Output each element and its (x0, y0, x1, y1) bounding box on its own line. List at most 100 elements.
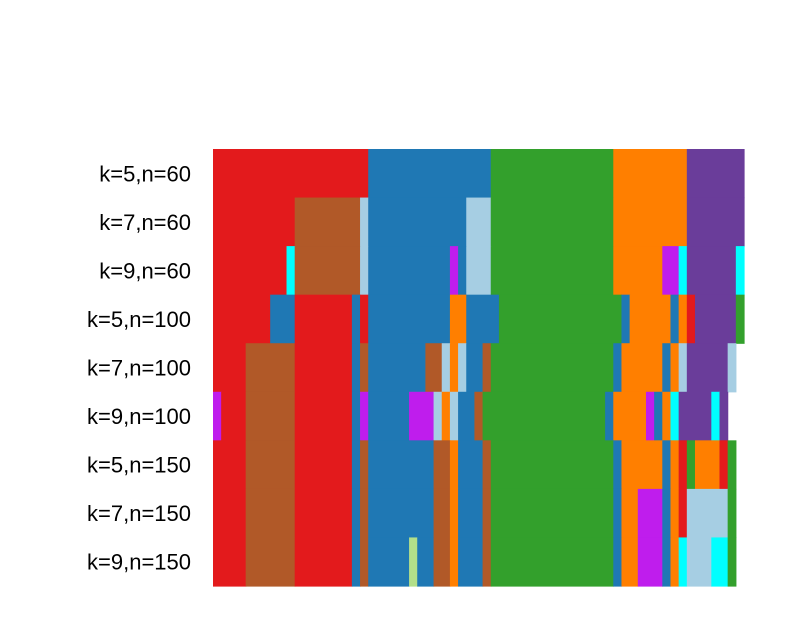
heatmap-cell-row7-seg11 (490, 440, 614, 490)
heatmap-cell-row9-seg4 (351, 537, 361, 587)
heatmap-cell-row8-seg7 (433, 488, 451, 539)
heatmap-cell-row5-seg12 (482, 343, 492, 393)
heatmap-cell-row4-seg5 (360, 294, 369, 344)
heatmap-cell-row9-seg22 (727, 537, 737, 587)
heatmap-cell-row8-seg11 (490, 488, 614, 539)
heatmap-cell-row9-seg19 (678, 537, 688, 587)
heatmap-cell-row7-seg20 (727, 440, 737, 490)
heatmap-cell-row3-seg2 (286, 246, 296, 296)
heatmap-cell-row7-seg5 (360, 440, 369, 490)
heatmap-cell-row9-seg7 (409, 537, 418, 587)
heatmap-cell-row6-seg18 (654, 391, 663, 441)
heatmap-cell-row5-seg18 (678, 343, 688, 393)
heatmap-cell-row9-seg20 (686, 537, 712, 587)
heatmap-cell-row6-seg16 (613, 391, 647, 441)
heatmap-cell-row8-seg16 (670, 488, 680, 539)
heatmap-cell-row4-seg10 (621, 294, 631, 344)
heatmap-cell-row6-seg7 (368, 391, 410, 441)
heatmap-cell-row9-seg2 (245, 537, 296, 587)
heatmap-cell-row7-seg12 (613, 440, 623, 490)
heatmap-cell-row6-seg15 (605, 391, 614, 441)
heatmap-cell-row4-seg14 (686, 294, 696, 344)
heatmap-cell-row6-seg6 (360, 391, 369, 441)
heatmap-cell-row2-seg7 (613, 197, 688, 247)
heatmap-cell-row4-seg13 (678, 294, 688, 344)
heatmap-cell-row7-seg15 (670, 440, 680, 490)
heatmap-cell-row9-seg14 (613, 537, 623, 587)
heatmap-cell-row5-seg17 (670, 343, 680, 393)
heatmap-cell-row6-seg4 (294, 391, 353, 441)
heatmap-cell-row3-seg3 (294, 246, 361, 296)
row-label: k=5,n=150 (87, 453, 191, 478)
heatmap-cell-row2-seg1 (213, 197, 296, 247)
heatmap-cell-row3-seg1 (213, 246, 288, 296)
heatmap-cell-row3-seg9 (490, 246, 614, 296)
heatmap-cell-row5-seg5 (360, 343, 369, 393)
heatmap-cell-row7-seg6 (368, 440, 435, 490)
heatmap-cell-row4-seg7 (449, 294, 467, 344)
row-label: k=7,n=100 (87, 356, 191, 381)
heatmap-cell-row7-seg9 (458, 440, 484, 490)
heatmap-cell-row6-seg12 (458, 391, 476, 441)
heatmap-cell-row3-seg12 (678, 246, 688, 296)
heatmap-cell-row5-seg1 (213, 343, 247, 393)
heatmap-cell-row8-seg4 (351, 488, 361, 539)
heatmap-cell-row4-seg15 (694, 294, 737, 344)
heatmap-cell-row8-seg2 (245, 488, 296, 539)
heatmap-cell-row6-seg21 (678, 391, 712, 441)
heatmap-cell-row9-seg17 (662, 537, 672, 587)
heatmap-cell-row9-seg3 (294, 537, 353, 587)
heatmap-cell-row8-seg14 (637, 488, 663, 539)
heatmap-cell-row7-seg14 (662, 440, 672, 490)
heatmap-cell-row8-seg12 (613, 488, 623, 539)
heatmap-cell-row1-seg5 (686, 149, 745, 199)
heatmap-cell-row8-seg9 (458, 488, 484, 539)
heatmap-cell-row7-seg19 (719, 440, 729, 490)
heatmap-cell-row4-seg2 (270, 294, 296, 344)
heatmap-cell-row6-seg13 (474, 391, 484, 441)
heatmap-cell-row6-seg11 (449, 391, 459, 441)
heatmap-cell-row9-seg15 (621, 537, 639, 587)
heatmap-cell-row4-seg8 (466, 294, 500, 344)
heatmap-cell-row5-seg16 (662, 343, 672, 393)
heatmap-cell-row6-seg17 (645, 391, 655, 441)
heatmap-cells (213, 149, 745, 587)
heatmap-cell-row4-seg11 (629, 294, 672, 344)
row-label: k=9,n=150 (87, 550, 191, 575)
heatmap-cell-row7-seg10 (482, 440, 492, 490)
heatmap-cell-row6-seg23 (719, 391, 729, 441)
heatmap-cell-row4-seg1 (213, 294, 271, 344)
heatmap-cell-row2-seg4 (368, 197, 467, 247)
heatmap-cell-row9-seg5 (360, 537, 369, 587)
heatmap-cell-row2-seg3 (360, 197, 369, 247)
heatmap-cell-row5-seg14 (613, 343, 623, 393)
heatmap-cell-row8-seg3 (294, 488, 353, 539)
heatmap-cell-row5-seg2 (245, 343, 296, 393)
heatmap-cell-row8-seg18 (686, 488, 729, 539)
heatmap-cell-row9-seg12 (482, 537, 492, 587)
row-label: k=9,n=60 (99, 258, 191, 283)
heatmap-cell-row3-seg5 (368, 246, 451, 296)
heatmap-cell-row8-seg8 (449, 488, 459, 539)
heatmap-cell-row1-seg1 (213, 149, 369, 199)
row-label: k=9,n=100 (87, 404, 191, 429)
heatmap-cell-row6-seg9 (433, 391, 443, 441)
heatmap-cell-row4-seg6 (368, 294, 451, 344)
heatmap-cell-row3-seg7 (458, 246, 467, 296)
heatmap-cell-row8-seg5 (360, 488, 369, 539)
heatmap-cell-row8-seg1 (213, 488, 247, 539)
heatmap-cell-row5-seg4 (351, 343, 361, 393)
heatmap-cell-row3-seg13 (686, 246, 737, 296)
heatmap-cell-row9-seg13 (490, 537, 614, 587)
heatmap-cell-row5-seg13 (490, 343, 614, 393)
heatmap-cell-row3-seg14 (735, 246, 745, 296)
heatmap-cell-row9-seg18 (670, 537, 680, 587)
heatmap-cell-row6-seg1 (213, 391, 222, 441)
heatmap-cell-row4-seg16 (735, 294, 745, 344)
heatmap-cell-row4-seg9 (498, 294, 623, 344)
heatmap-cell-row6-seg3 (245, 391, 296, 441)
heatmap-cell-row2-seg5 (466, 197, 492, 247)
heatmap-cell-row9-seg11 (458, 537, 484, 587)
heatmap-cell-row5-seg3 (294, 343, 353, 393)
